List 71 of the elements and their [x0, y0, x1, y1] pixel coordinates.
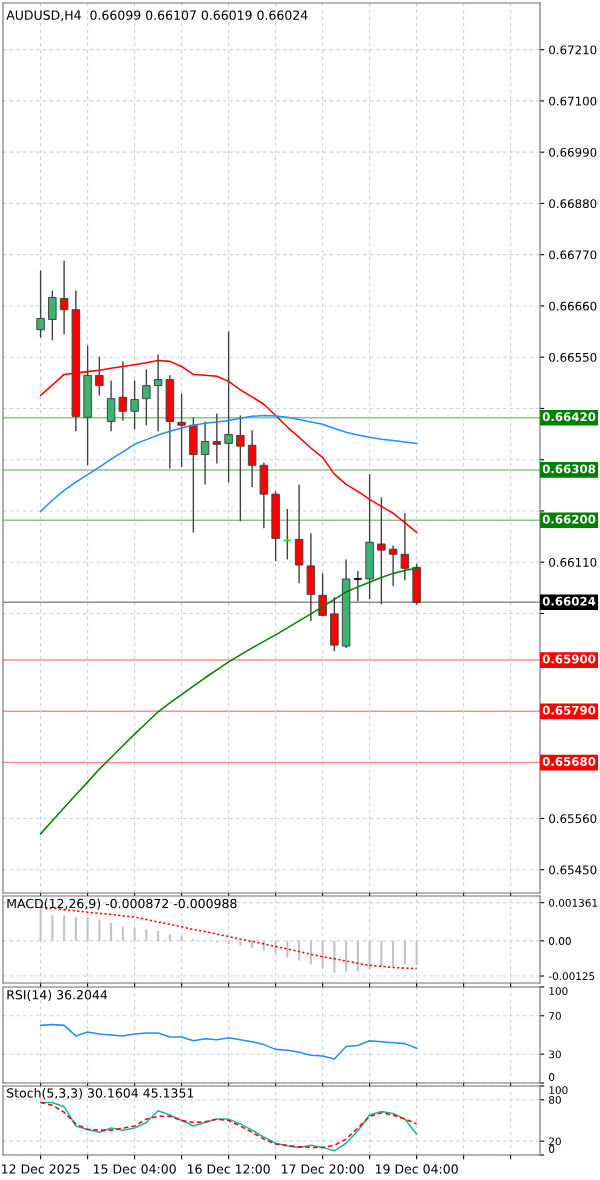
- bar: [286, 940, 289, 958]
- candlestick: [142, 368, 151, 426]
- candlestick: [282, 508, 293, 561]
- y-tick-label: 0.65450: [549, 865, 597, 875]
- bar: [157, 931, 160, 941]
- bar: [415, 940, 418, 966]
- y-tick-label: 0.00: [549, 937, 571, 945]
- y-tick-label: 0.66990: [549, 147, 597, 157]
- y-tick-label: 0.66770: [549, 250, 597, 260]
- y-tick-label: 0.66660: [549, 301, 597, 311]
- bar: [368, 940, 371, 970]
- candlestick: [48, 289, 57, 342]
- y-tick-label: 0: [549, 1073, 555, 1081]
- x-tick-label: 19 Dec 04:00: [375, 1164, 458, 1174]
- x-tick-label: 17 Dec 20:00: [281, 1164, 364, 1174]
- candlestick: [153, 353, 163, 432]
- y-tick-label: 0.001361: [549, 898, 598, 907]
- y-tick-label: 100: [549, 1086, 568, 1095]
- x-tick-label: 12 Dec 2025: [2, 1164, 80, 1174]
- ref-line-label: 0.66420: [542, 412, 596, 422]
- text: AUDUSD,H4 0.66099 0.66107 0.66019 0.66024: [6, 10, 308, 22]
- y-tick-label: 70: [549, 1011, 561, 1020]
- candlestick: [106, 379, 116, 432]
- bar: [51, 915, 54, 941]
- ref-line-label: 0.65790: [542, 705, 596, 715]
- candlestick: [236, 414, 245, 522]
- bar: [168, 934, 171, 941]
- y-tick-label: 20: [549, 1137, 561, 1146]
- bar: [251, 940, 254, 949]
- x-tick-label: 16 Dec 12:00: [187, 1164, 270, 1174]
- y-tick-label: 0.66110: [549, 557, 597, 567]
- y-tick-label: 0: [549, 1145, 555, 1153]
- candlestick: [212, 412, 222, 465]
- bar: [39, 908, 42, 941]
- ref-line-label: 0.66024: [542, 596, 596, 606]
- bar: [392, 940, 395, 967]
- bar: [239, 940, 242, 946]
- chart-title: MACD(12,26,9) -0.000872 -0.000988: [7, 898, 237, 910]
- candlestick: [200, 420, 210, 486]
- chart-title: RSI(14) 36.2044: [7, 989, 108, 1001]
- y-tick-label: 0.66550: [549, 352, 597, 362]
- x-tick-label: 15 Dec 04:00: [93, 1164, 176, 1174]
- y-tick-label: 0.67100: [549, 96, 597, 106]
- y-tick-label: 100: [549, 987, 568, 996]
- candlestick: [247, 429, 257, 488]
- line-series: [39, 414, 418, 513]
- bar: [145, 929, 148, 941]
- y-tick-label: 30: [549, 1050, 561, 1059]
- ref-line-label: 0.66200: [542, 514, 596, 524]
- bar: [356, 940, 359, 972]
- bar: [180, 936, 183, 941]
- candlestick: [177, 392, 186, 468]
- y-tick-label: 80: [549, 1095, 561, 1104]
- ref-line-label: 0.65900: [542, 654, 596, 664]
- candlestick: [130, 379, 139, 431]
- candlestick: [353, 570, 363, 603]
- bar: [403, 940, 406, 965]
- bar: [298, 940, 301, 961]
- y-tick-label: 0.67210: [549, 45, 597, 55]
- y-tick-label: 0.66880: [549, 199, 597, 209]
- ref-line-label: 0.65680: [542, 757, 596, 766]
- candlestick: [224, 330, 233, 484]
- y-tick-label: 0.65560: [549, 814, 597, 824]
- candlestick: [388, 544, 398, 587]
- bar: [380, 940, 383, 967]
- candlestick: [59, 260, 69, 336]
- bar: [74, 917, 77, 941]
- chart-title: Stoch(5,3,3) 30.1604 45.1351: [7, 1088, 194, 1100]
- ref-line-label: 0.66308: [542, 464, 596, 474]
- candlestick: [36, 269, 45, 339]
- y-tick-label: -0.00125: [548, 972, 595, 981]
